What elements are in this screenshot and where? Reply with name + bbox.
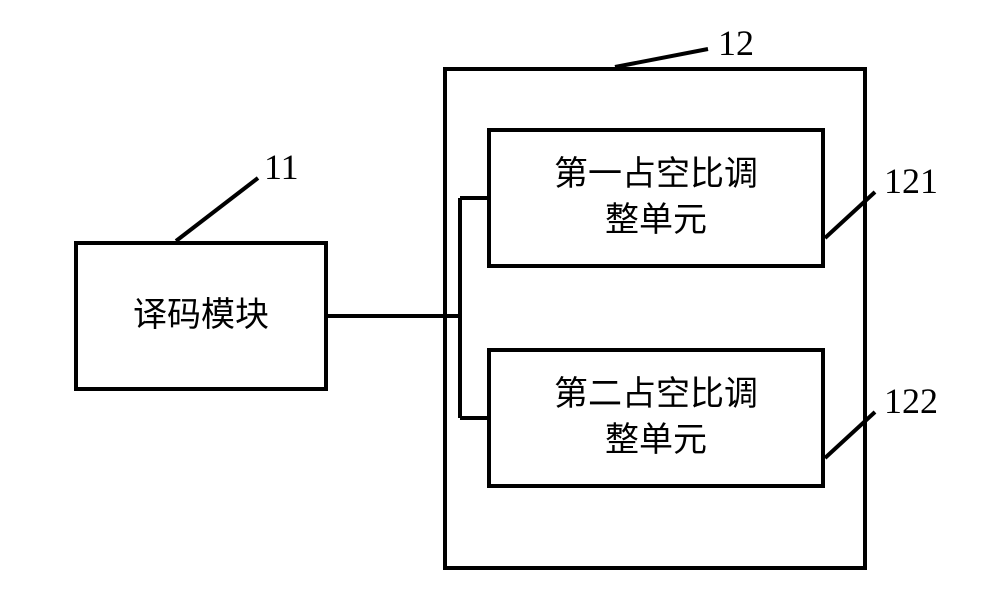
- diagram-canvas: 译码模块 第一占空比调 整单元 第二占空比调 整单元 11 12 121 122: [0, 0, 1000, 615]
- connector-lines: [0, 0, 1000, 615]
